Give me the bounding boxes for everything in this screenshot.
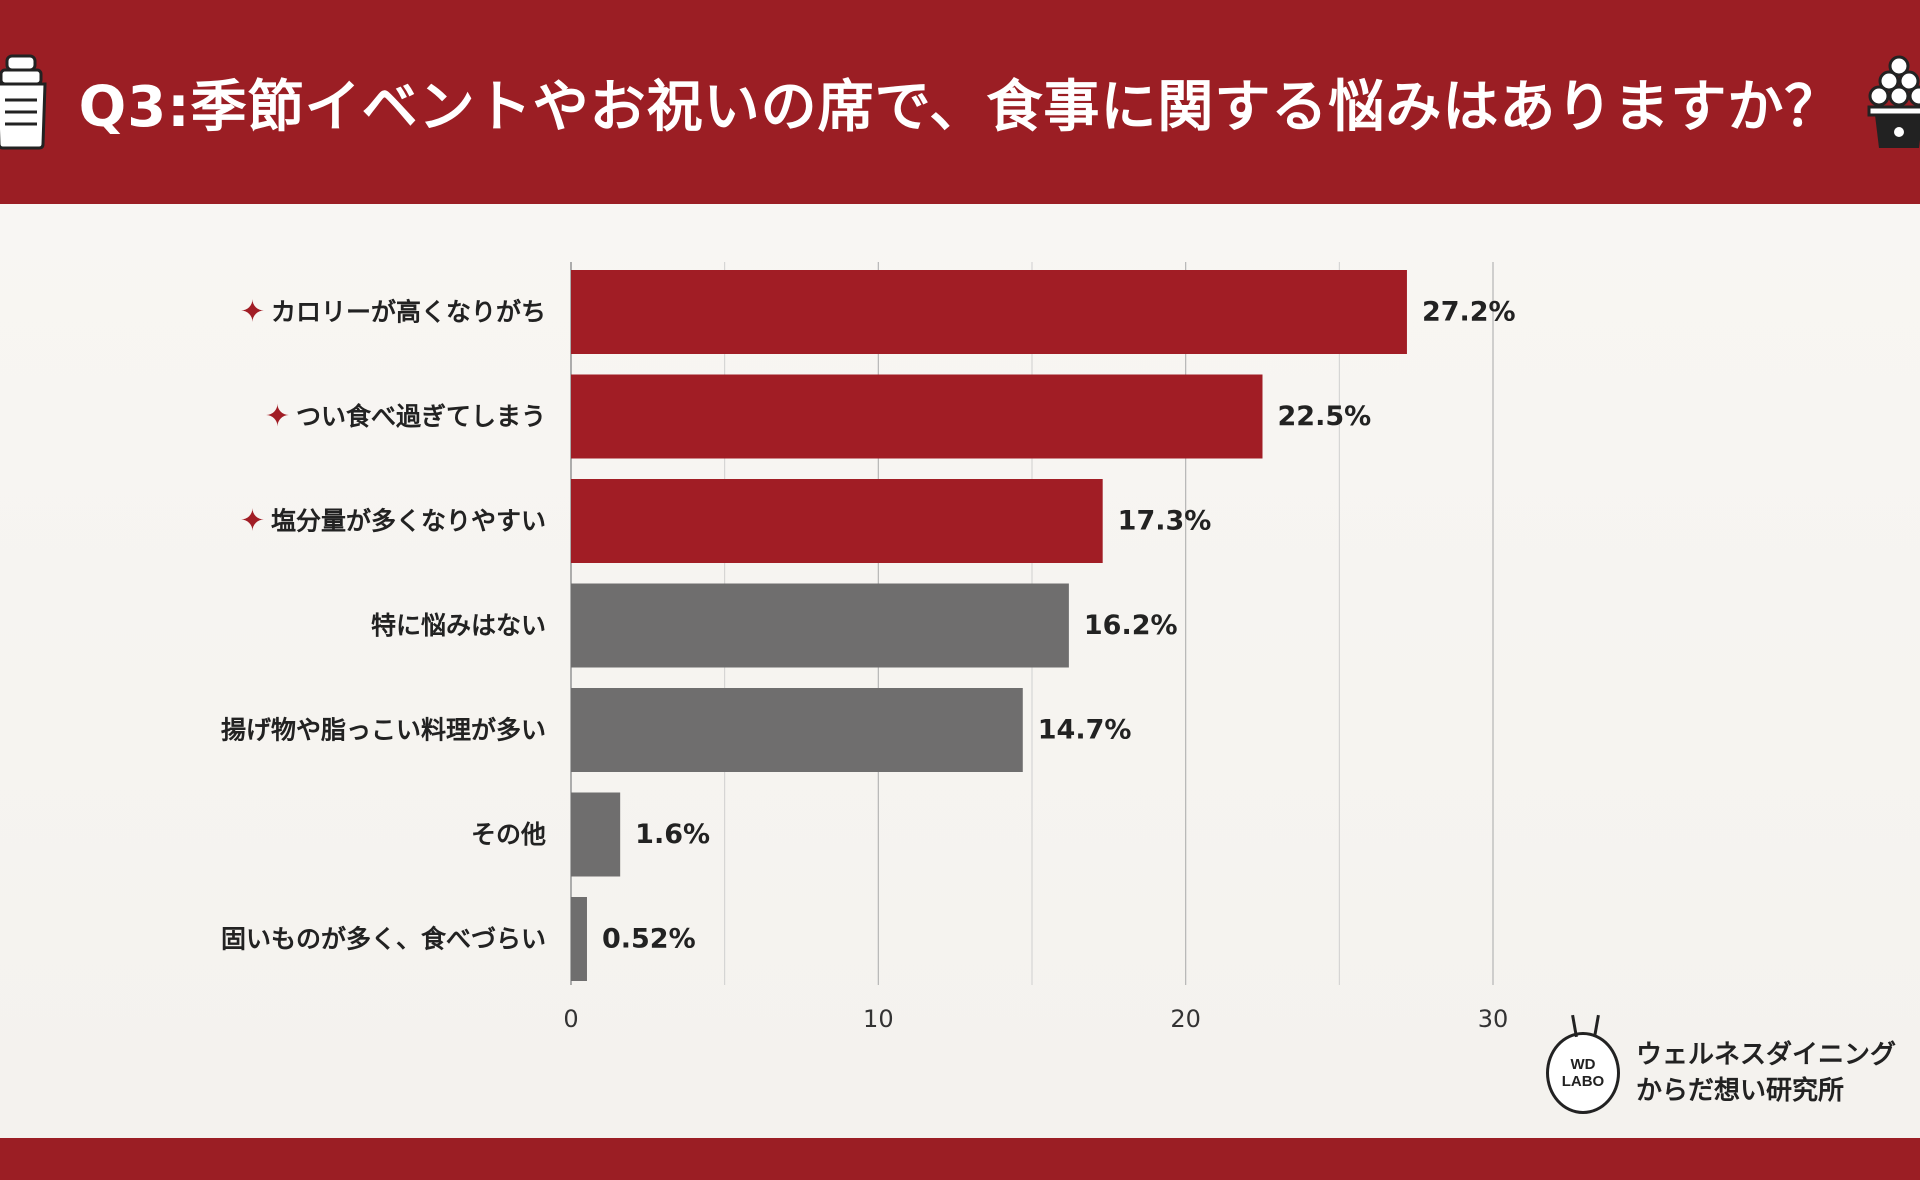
category-label: つい食べ過ぎてしまう — [296, 402, 546, 431]
bar — [571, 583, 1069, 668]
value-label: 0.52% — [602, 924, 696, 955]
tsukimi-dango-icon — [1867, 55, 1920, 148]
logo-name: ウェルネスダイニング からだ想い研究所 — [1636, 1037, 1896, 1109]
cocktail-shaker-icon — [0, 54, 47, 150]
value-label: 17.3% — [1118, 506, 1212, 537]
wd-labo-mark: WD LABO — [1546, 1032, 1620, 1114]
bar — [571, 374, 1263, 459]
x-tick-label: 0 — [563, 1005, 578, 1033]
logo-mark-line2: LABO — [1561, 1073, 1605, 1090]
value-label: 14.7% — [1038, 715, 1132, 746]
value-label: 1.6% — [635, 819, 710, 850]
page-title: Q3:季節イベントやお祝いの席で、食事に関する悩みはありますか？ — [78, 74, 1842, 140]
category-label: 塩分量が多くなりやすい — [271, 507, 546, 536]
x-tick-label: 30 — [1478, 1005, 1509, 1033]
highlight-star-icon: ✦ — [265, 399, 290, 434]
value-label: 22.5% — [1278, 401, 1372, 432]
logo-mark-line1: WD — [1570, 1056, 1596, 1073]
category-label: その他 — [471, 820, 546, 849]
header-banner: Q3:季節イベントやお祝いの席で、食事に関する悩みはありますか？ — [0, 0, 1920, 204]
wd-labo-logo: WD LABO ウェルネスダイニング からだ想い研究所 — [1546, 1018, 1896, 1128]
category-label: カロリーが高くなりがち — [271, 298, 546, 327]
bar — [571, 479, 1103, 563]
bar — [571, 688, 1023, 772]
bar — [571, 792, 621, 877]
logo-name-line1: ウェルネスダイニング — [1635, 1040, 1896, 1070]
bar — [571, 897, 587, 981]
highlight-star-icon: ✦ — [240, 295, 265, 330]
category-label: 固いものが多く、食べづらい — [221, 925, 546, 954]
logo-name-line2: からだ想い研究所 — [1635, 1076, 1844, 1106]
footer-band — [0, 1138, 1920, 1180]
highlight-star-icon: ✦ — [240, 504, 265, 539]
value-label: 27.2% — [1422, 297, 1516, 328]
paper-background — [0, 204, 1920, 1138]
category-label: 揚げ物や脂っこい料理が多い — [221, 716, 546, 745]
x-tick-label: 10 — [863, 1005, 894, 1033]
x-tick-label: 20 — [1170, 1005, 1201, 1033]
bar — [571, 270, 1407, 354]
category-label: 特に悩みはない — [371, 611, 546, 640]
value-label: 16.2% — [1084, 610, 1178, 641]
